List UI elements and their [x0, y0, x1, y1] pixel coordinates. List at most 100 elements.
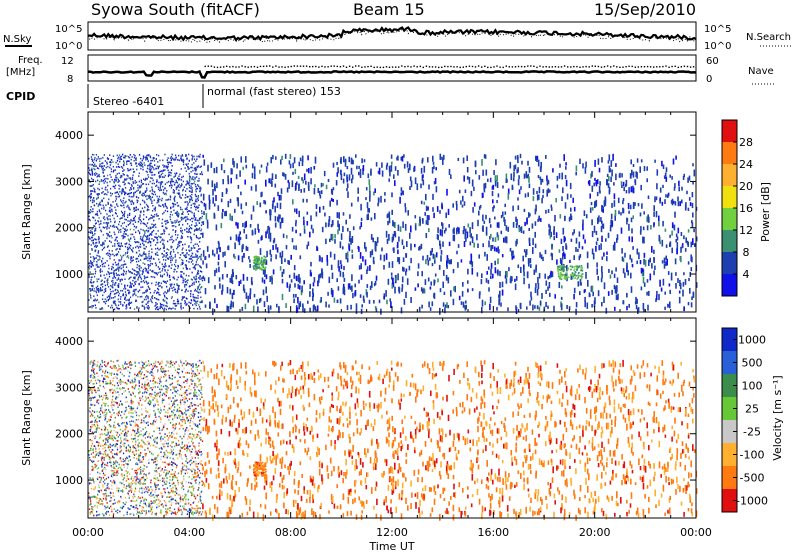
range-gate-cell [185, 274, 187, 277]
range-gate-cell [101, 249, 103, 251]
range-gate-cell [504, 219, 506, 226]
range-gate-cell [184, 167, 186, 169]
range-gate-cell [92, 208, 94, 210]
range-gate-cell [349, 214, 351, 219]
range-gate-cell [105, 204, 107, 206]
range-gate-cell [127, 220, 129, 222]
range-gate-cell [155, 167, 158, 170]
range-gate-cell [117, 286, 120, 288]
range-gate-cell [127, 169, 129, 172]
range-gate-cell [184, 201, 186, 203]
range-gate-cell [485, 226, 488, 234]
range-gate-cell [93, 287, 95, 290]
range-gate-cell [261, 277, 264, 283]
y-tick-label: 1000 [55, 268, 83, 281]
range-gate-cell [135, 163, 137, 165]
range-gate-cell [242, 273, 245, 281]
nave-point [588, 66, 590, 68]
range-gate-cell [296, 307, 298, 314]
range-gate-cell [646, 291, 648, 296]
range-gate-cell [112, 245, 114, 247]
range-gate-cell [97, 156, 99, 158]
range-gate-cell [177, 267, 179, 269]
range-gate-cell [194, 243, 196, 245]
range-gate-cell [637, 203, 640, 207]
range-gate-cell [511, 184, 514, 190]
range-gate-cell [91, 160, 94, 162]
colorbar-segment [722, 252, 737, 275]
range-gate-cell [192, 244, 195, 247]
range-gate-cell [461, 291, 464, 297]
range-gate-cell [171, 202, 174, 205]
range-gate-cell [425, 193, 427, 201]
range-gate-cell [687, 261, 690, 265]
range-gate-cell [659, 187, 662, 193]
nave-point [567, 66, 569, 68]
range-gate-cell [195, 206, 197, 209]
range-gate-cell [185, 289, 187, 291]
range-gate-cell [264, 263, 266, 265]
range-gate-cell [203, 202, 206, 207]
range-gate-cell [162, 238, 164, 241]
range-gate-cell [188, 160, 190, 162]
range-gate-cell [669, 301, 671, 309]
range-gate-cell [269, 232, 272, 240]
range-gate-cell [144, 267, 146, 269]
range-gate-cell [118, 188, 120, 190]
range-gate-cell [185, 207, 187, 210]
range-gate-cell [163, 239, 165, 242]
range-gate-cell [643, 166, 646, 172]
range-gate-cell [123, 264, 125, 266]
range-gate-cell [623, 186, 625, 192]
range-gate-cell [561, 270, 563, 272]
range-gate-cell [591, 231, 594, 238]
range-gate-cell [271, 277, 273, 285]
range-gate-cell [182, 211, 184, 213]
range-gate-cell [102, 257, 104, 260]
range-gate-cell [179, 220, 181, 223]
range-gate-cell [174, 254, 176, 256]
range-gate-cell [254, 228, 257, 235]
range-gate-cell [165, 282, 167, 284]
range-gate-cell [147, 229, 150, 232]
range-gate-cell [139, 186, 141, 189]
range-gate-cell [140, 286, 142, 289]
range-gate-cell [124, 192, 126, 194]
range-gate-cell [685, 237, 687, 243]
range-gate-cell [226, 273, 228, 278]
range-gate-cell [141, 240, 143, 242]
range-gate-cell [481, 299, 484, 307]
range-gate-cell [636, 298, 638, 304]
range-gate-cell [157, 215, 159, 217]
nave-point [425, 65, 428, 67]
range-gate-cell [114, 233, 116, 236]
range-gate-cell [143, 194, 146, 196]
range-gate-cell [671, 176, 673, 180]
range-gate-cell [670, 200, 673, 204]
range-gate-cell [577, 248, 579, 252]
range-gate-cell [158, 293, 160, 296]
range-gate-cell [219, 283, 221, 289]
range-gate-cell [159, 182, 162, 184]
range-gate-cell [613, 284, 616, 290]
range-gate-cell [118, 266, 120, 269]
range-gate-cell [469, 260, 471, 265]
range-gate-cell [110, 241, 112, 244]
range-gate-cell [194, 265, 196, 267]
range-gate-cell [248, 256, 250, 260]
range-gate-cell [118, 220, 121, 223]
range-gate-cell [580, 273, 583, 276]
range-gate-cell [140, 211, 142, 214]
range-gate-cell [514, 278, 516, 282]
range-gate-cell [427, 277, 430, 282]
range-gate-cell [182, 277, 184, 279]
range-gate-cell [161, 286, 163, 289]
range-gate-cell [222, 251, 224, 258]
range-gate-cell [102, 204, 104, 207]
range-gate-cell [130, 178, 132, 181]
range-gate-cell [491, 185, 494, 190]
range-gate-cell [89, 163, 91, 166]
nave-point [312, 65, 314, 68]
range-gate-cell [97, 259, 99, 261]
range-gate-cell [365, 197, 367, 201]
